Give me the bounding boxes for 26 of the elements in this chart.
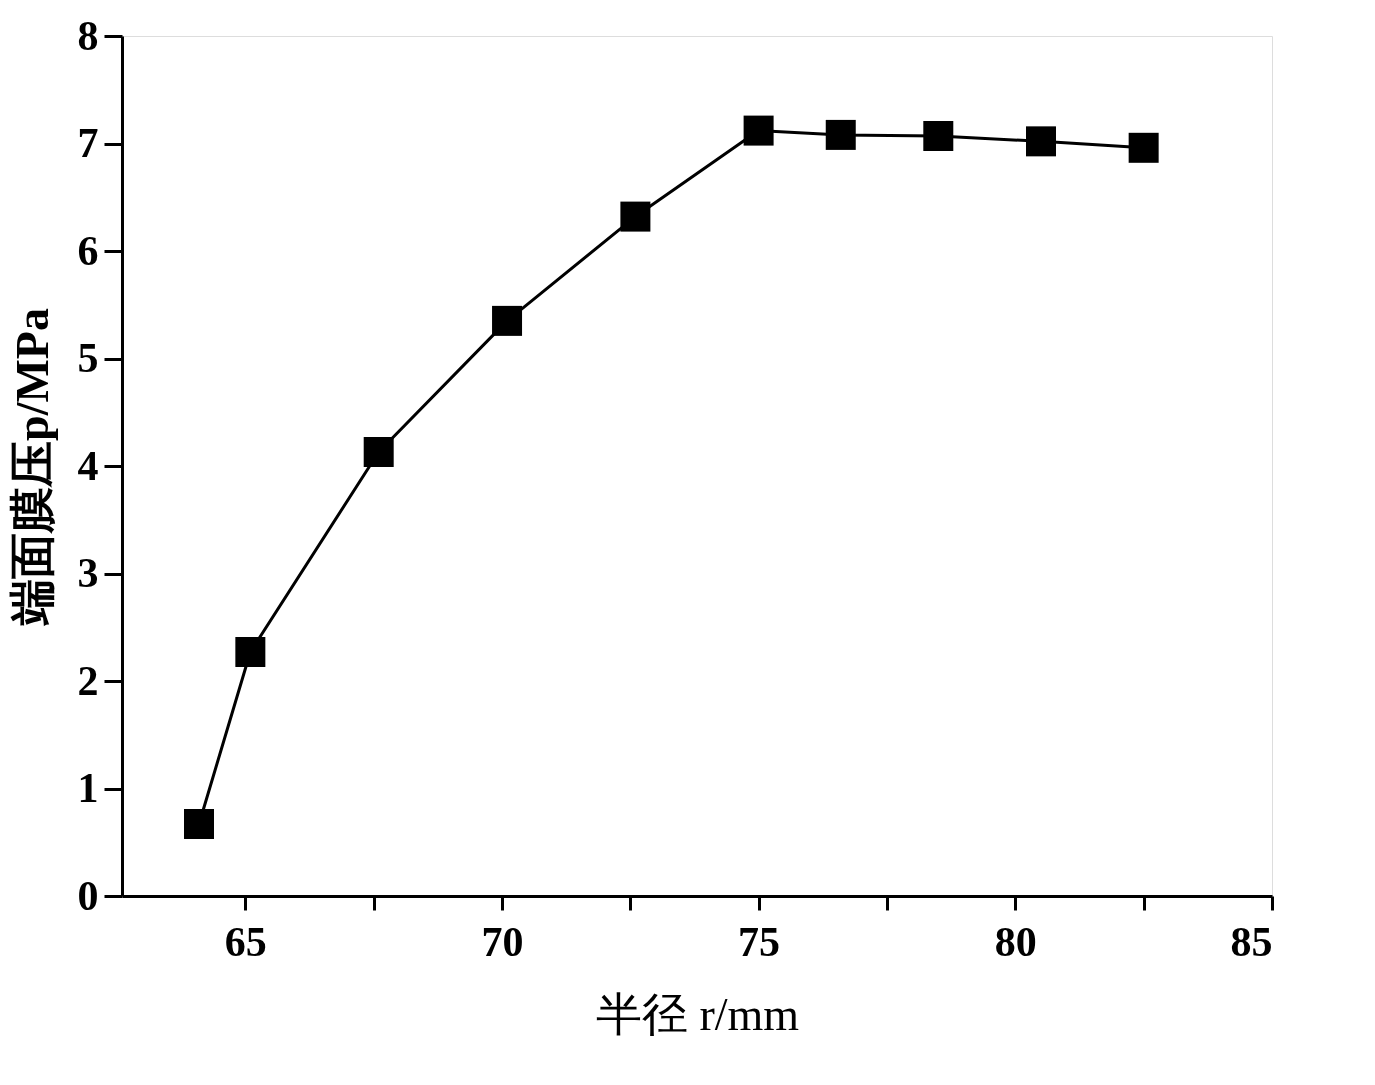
y-tick-label: 8 [77,12,99,59]
x-tick-label: 70 [481,918,524,965]
x-tick-label: 65 [224,918,267,965]
x-tick-label: 80 [994,918,1037,965]
y-tick-label: 7 [77,120,99,166]
x-tick-label: 85 [1230,918,1273,965]
point [492,305,523,336]
point [743,115,774,146]
point [923,120,954,151]
y-tick-label: 3 [77,550,99,596]
point [184,808,215,839]
point [1128,132,1159,163]
x-tick-label: 75 [738,918,781,965]
y-axis-title: 端面膜压p/MPa [6,308,58,627]
y-tick-label: 2 [77,657,99,704]
y-tick-label: 5 [77,335,99,381]
y-tick-label: 4 [77,442,99,489]
y-tick-label: 0 [77,872,99,919]
point [620,201,651,232]
point [235,636,266,667]
point [825,119,856,150]
point [1025,126,1056,157]
y-tick-label: 6 [77,227,99,274]
point [363,437,394,468]
x-axis-title: 半径 r/mm [595,988,800,1040]
y-tick-label: 1 [77,765,99,811]
